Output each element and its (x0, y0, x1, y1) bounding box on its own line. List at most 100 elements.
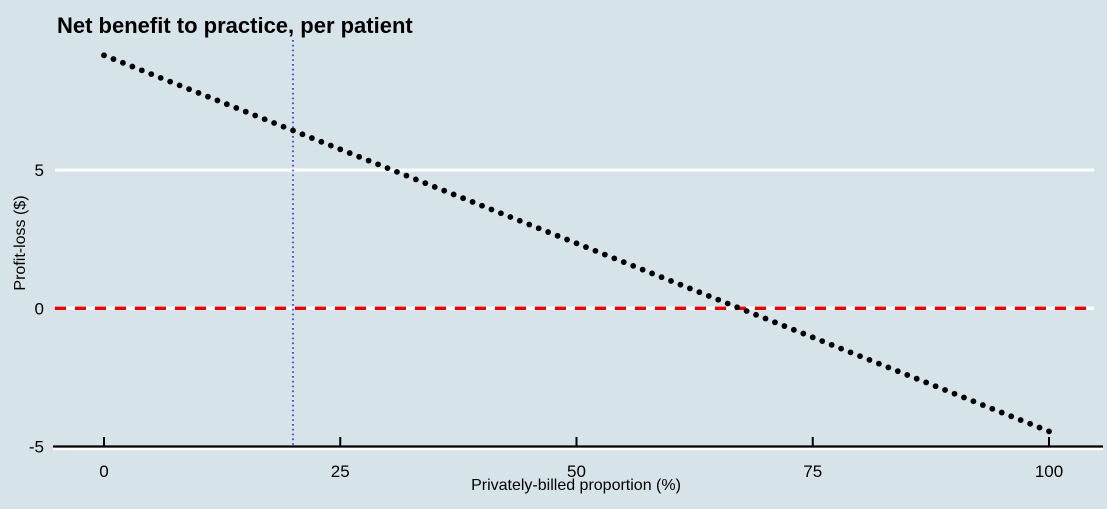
data-dot (507, 214, 514, 220)
data-dot (942, 387, 948, 393)
data-dot (157, 74, 164, 81)
y-tick-label: -5 (29, 438, 44, 457)
data-dot (252, 112, 259, 119)
data-dot (309, 135, 315, 141)
data-dot (516, 217, 523, 224)
data-dot (753, 311, 759, 318)
data-dot (110, 56, 117, 62)
data-dot (715, 296, 722, 303)
data-dot (979, 402, 986, 408)
data-dot (261, 116, 268, 123)
data-dot (186, 86, 192, 93)
data-dot (526, 221, 533, 228)
data-dot (290, 127, 296, 134)
data-dot (762, 315, 769, 322)
data-dot (866, 356, 873, 363)
data-dot (932, 383, 939, 390)
data-dot (564, 236, 570, 243)
data-dot (961, 394, 967, 401)
data-dot (167, 78, 174, 85)
data-dot (356, 153, 363, 160)
data-dot (535, 225, 542, 232)
data-dot (148, 71, 155, 78)
data-dot (800, 330, 807, 337)
data-dot (394, 168, 400, 175)
data-dot (299, 131, 306, 138)
data-dot (195, 90, 202, 96)
data-dot (876, 360, 882, 367)
data-dot (176, 82, 183, 89)
data-dot (1027, 420, 1033, 427)
data-dot (894, 368, 901, 375)
data-dot (620, 259, 627, 266)
data-dot (951, 390, 958, 397)
data-dot (885, 364, 892, 371)
data-dot (630, 262, 637, 269)
data-dot (828, 341, 835, 348)
data-dot (970, 398, 977, 405)
data-dot (337, 146, 344, 153)
data-dot (138, 67, 145, 74)
data-dot (412, 176, 419, 183)
data-dot (696, 289, 703, 296)
data-dot (904, 372, 911, 378)
data-dot (705, 293, 712, 299)
data-dot (554, 232, 561, 239)
data-dot (611, 255, 618, 262)
data-dot (545, 229, 552, 235)
data-dot (658, 274, 665, 281)
x-tick-label: 0 (99, 462, 108, 481)
data-dot (431, 184, 438, 190)
data-dot (923, 379, 930, 386)
data-dot (129, 63, 136, 70)
data-dot (403, 172, 410, 179)
data-dot (809, 334, 816, 341)
data-dot (1046, 428, 1052, 435)
x-tick-label: 50 (567, 462, 586, 481)
data-dot (242, 108, 249, 115)
data-dot (857, 353, 863, 360)
data-dot (677, 281, 684, 288)
data-dot (601, 251, 608, 258)
data-dot (913, 375, 920, 382)
data-dot (469, 199, 476, 205)
data-dot (639, 266, 646, 273)
data-dot (772, 319, 778, 326)
data-dot (101, 52, 107, 59)
x-tick-label: 25 (331, 462, 350, 481)
data-dot (781, 323, 788, 329)
data-dot (460, 195, 466, 202)
data-dot (120, 59, 126, 66)
data-dot (583, 244, 589, 250)
data-dot (327, 142, 334, 149)
data-dot (1036, 424, 1043, 431)
data-dot (365, 157, 372, 164)
y-tick-label: 0 (35, 299, 44, 318)
data-dot (790, 326, 797, 333)
data-dot (223, 101, 230, 108)
data-dot (838, 345, 844, 352)
data-dot (687, 285, 693, 292)
data-dot (441, 187, 448, 194)
data-dot (1008, 413, 1015, 420)
data-dot (318, 138, 325, 145)
x-axis-title: Privately-billed proportion (%) (471, 477, 681, 494)
data-dot (346, 150, 353, 156)
x-tick-label: 75 (803, 462, 822, 481)
data-dot (280, 123, 287, 130)
data-dot (724, 300, 731, 307)
data-dot (1017, 417, 1024, 423)
data-dot (375, 161, 381, 168)
data-dot (450, 191, 457, 198)
data-dot (649, 270, 655, 277)
data-dot (214, 97, 221, 104)
data-dot (819, 338, 826, 344)
data-dot (573, 240, 580, 247)
y-tick-label: 5 (35, 161, 44, 180)
data-dot (479, 202, 485, 209)
data-dot (998, 409, 1005, 416)
data-dot (233, 105, 240, 111)
data-dot (668, 278, 674, 284)
